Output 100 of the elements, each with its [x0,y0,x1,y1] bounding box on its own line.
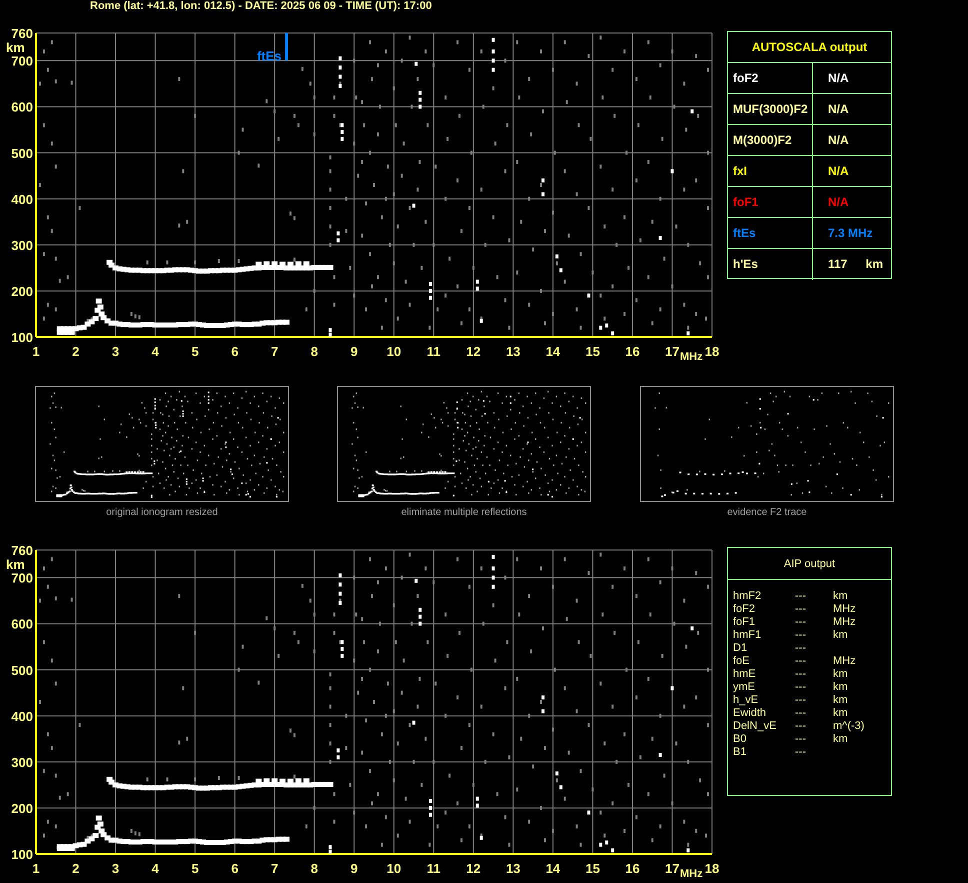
ref-line-label: ftEs [256,48,282,64]
y-tick-label: 100 [11,847,33,862]
text: N/A [828,70,849,84]
x-tick-label: 11 [426,344,441,359]
text: km [833,707,848,719]
point [428,296,432,300]
text: --- [795,668,806,680]
point [412,720,416,725]
y-tick-label: 600 [11,616,33,632]
x-tick-label: 16 [625,861,640,876]
y-tick-label: 300 [11,238,33,253]
category-label: foF1 [733,194,758,208]
point [686,331,690,336]
point [418,622,422,626]
point [338,573,342,578]
category-label: Ewidth [733,707,766,719]
x-tick-label: 13 [506,344,520,359]
point [542,695,544,700]
point [338,66,342,70]
y-tick-label: 500 [11,662,33,678]
text: --- [795,590,806,602]
point [328,845,332,850]
x-tick-label: 8 [310,344,318,359]
y-axis-title: km [6,40,25,55]
text: km [833,590,848,602]
text: evidence F2 trace [726,507,808,518]
point [658,752,662,757]
point [492,554,495,559]
category-label: ymE [733,681,755,693]
point [599,842,602,847]
point [428,806,432,810]
category-label: MUF(3000)F2 [733,102,808,116]
x-tick-label: 6 [231,344,238,359]
category-label: hmF2 [733,590,762,602]
point [340,123,344,128]
point [338,592,342,596]
text: AUTOSCALA output [728,32,891,63]
point [428,282,432,286]
category-label: foF2 [733,70,758,84]
category-label: foE [733,655,750,667]
x-tick-label: 5 [191,861,199,876]
point [492,58,495,63]
point [492,68,495,72]
point [414,62,418,66]
x-tick-label: 16 [625,344,640,359]
point [559,785,562,790]
point [611,848,614,852]
y-tick-label: 400 [11,708,33,724]
x-tick-label: 5 [191,344,199,359]
point [428,812,432,817]
y-tick-label: 100 [11,330,33,345]
point [338,582,342,587]
point [418,98,422,102]
category-label: B0 [733,733,746,745]
category-label: fxI [733,164,748,178]
text: MHz [833,616,856,628]
point [542,709,544,714]
point [418,608,422,612]
point [336,231,340,236]
x-tick-label: 14 [546,344,561,359]
y-tick-label: 300 [11,754,33,770]
y-tick-label: 500 [11,146,33,161]
text: m^(-3) [833,720,864,732]
x-tick-label: 12 [466,861,481,876]
point [690,626,694,630]
point [542,192,544,196]
point [492,576,495,580]
x-tick-label: 9 [350,344,358,359]
text: 7.3 MHz [828,226,873,240]
x-axis-title: MHz [680,868,703,880]
text: N/A [828,132,849,146]
point [555,254,558,258]
x-tick-label: 11 [426,861,441,876]
x-tick-label: 7 [270,861,278,876]
point [658,236,662,240]
x-tick-label: 18 [704,344,720,359]
y-tick-label: 200 [11,284,33,299]
category-label: h'Es [733,256,758,270]
x-tick-label: 14 [546,861,561,876]
category-label: hmF1 [733,629,762,641]
x-tick-label: 15 [585,344,600,359]
text: N/A [828,194,849,208]
chart-title: Rome (lat: +41.8, lon: 012.5) - DATE: 2025 06 09 - TIME (UT): 17:00 [90,0,432,12]
point [476,804,479,808]
text: --- [795,694,806,706]
text: --- [795,603,806,615]
text: --- [795,616,806,628]
point [555,771,558,776]
point [605,840,608,844]
y-tick-label: 200 [11,800,33,816]
y-tick-label: 700 [11,54,33,69]
point [587,810,590,815]
point [418,614,422,619]
point [476,796,479,801]
text: --- [795,655,806,667]
point [492,38,495,42]
x-tick-label: 10 [386,344,402,359]
y-axis-title: km [6,557,25,572]
point [492,49,495,54]
x-tick-label: 3 [112,344,120,359]
